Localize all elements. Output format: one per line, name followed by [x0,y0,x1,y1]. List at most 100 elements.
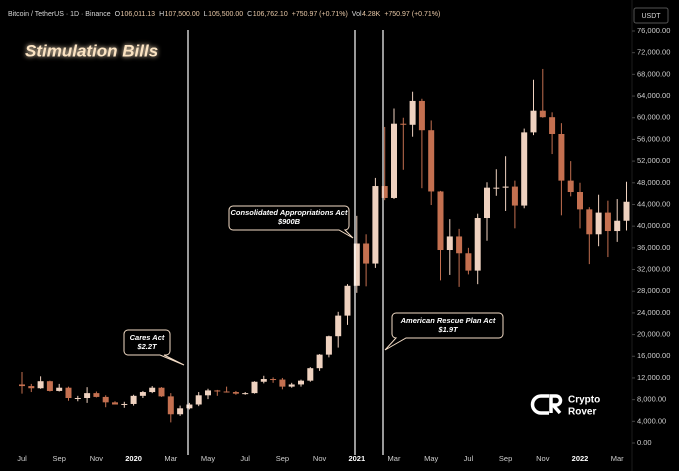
y-tick-label: 44,000.00 [637,199,670,208]
annotation-amount: $2.2T [136,342,158,351]
candle-body [353,243,360,286]
candle-body [158,387,165,397]
y-tick-label: 56,000.00 [637,134,670,143]
candle-body [316,354,323,369]
x-tick-label: Jul [17,454,27,463]
header: Bitcoin / TetherUS · 1D · Binance O 106,0… [8,11,440,18]
x-tick-label: 2020 [125,454,142,463]
candle-body [251,381,258,394]
y-tick-label: 12,000.00 [637,373,670,382]
change: +750.97 (+0.71%) [292,11,348,18]
y-tick-label: 48,000.00 [637,178,670,187]
annotation-title: American Rescue Plan Act [400,316,496,325]
annotation-amount: $900B [277,217,301,226]
candle-body [474,218,481,271]
ohlc-value: 106,011.13 [121,11,156,18]
x-tick-label: Nov [90,454,104,463]
ohlc-value: 105,500.00 [208,11,243,18]
volume: 4.28K [362,11,381,18]
x-tick-label: Mar [611,454,624,463]
candle-body [130,395,137,404]
y-tick-label: 16,000.00 [637,351,670,360]
annotation-title: Cares Act [130,333,165,342]
event-lines [187,30,384,455]
candle-body [511,186,518,206]
candle-body [418,100,425,131]
candle-body [595,212,602,235]
ohlc-key: C [247,11,252,18]
candle-body [530,110,537,133]
candle-body [232,392,239,394]
candle-body [577,192,583,210]
ohlc-key: L [204,11,208,18]
plot: 0.00 4,000.00 8,000.00 12,000.00 16,000.00 20… [17,26,670,463]
candle-body [102,396,109,403]
candle-body [437,191,444,251]
callout [384,312,504,351]
candle-body [112,402,118,405]
chart-title: Stimulation Bills [25,41,158,60]
x-tick-label: May [424,454,438,463]
brand-name: Rover [568,407,596,418]
ohlc-value: 107,500.00 [165,11,200,18]
currency: USDT [641,13,661,20]
ohlc-value: 106,762.10 [253,11,288,18]
candle-body [149,387,156,393]
candle-body [270,379,277,381]
candle-body [177,408,184,415]
candle-body [260,379,267,382]
logo-r [549,394,563,415]
brand-logo: Crypto Rover [530,394,600,418]
y-tick-label: 68,000.00 [637,69,670,78]
candle-body [84,393,91,399]
y-tick-label: 20,000.00 [637,330,670,339]
y-tick-label: 24,000.00 [637,308,670,317]
ohlc-key: O [115,11,121,18]
x-tick-label: Mar [164,454,177,463]
candle-body [446,236,453,251]
annotation: Consolidated Appropriations Act $900B [228,205,354,239]
brand-name: Crypto [568,395,600,406]
candle-body [167,396,174,415]
candle-body [19,384,25,387]
y-tick-label: 32,000.00 [637,265,670,274]
candle-body [586,209,593,235]
candle-body [325,336,332,355]
y-tick-label: 72,000.00 [637,48,670,57]
candle-body [363,243,370,264]
x-tick-label: Sep [499,454,512,463]
x-tick-label: Sep [53,454,66,463]
x-tick-label: May [201,454,215,463]
candle-body [121,403,128,405]
x-tick-label: Nov [536,454,550,463]
candle-body [549,117,556,134]
candle-body [604,212,611,232]
annotation-title: Consolidated Appropriations Act [231,208,348,217]
candle-body [400,123,407,125]
candle-body [205,390,211,396]
candle-body [288,384,295,387]
candle-body [74,398,81,400]
candle-body [493,187,500,189]
x-tick-label: Mar [388,454,401,463]
x-tick-label: Nov [313,454,327,463]
candle-body [558,134,565,181]
callout [228,205,354,239]
y-tick-label: 76,000.00 [637,26,670,35]
candle-body [623,201,630,221]
candle-body [28,386,35,389]
candle-body [214,390,221,392]
logo-c [530,394,549,415]
ohlc-key: H [159,11,164,18]
candle-body [298,380,304,385]
symbol: Bitcoin / TetherUS · 1D · Binance [8,11,111,18]
candle-body [186,404,193,409]
candle-body [539,110,546,118]
candle-body [93,393,100,397]
callout [123,329,185,366]
candle-body [614,220,621,232]
y-tick-label: 64,000.00 [637,91,670,100]
y-tick-label: 52,000.00 [637,156,670,165]
candle-body [56,387,63,391]
